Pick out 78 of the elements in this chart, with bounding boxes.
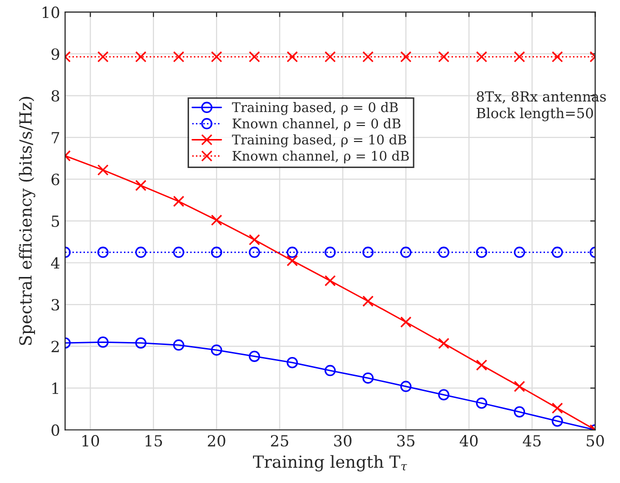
legend-label: Training based, ρ = 10 dB xyxy=(232,134,406,148)
point xyxy=(324,51,336,62)
point xyxy=(135,180,146,192)
y-tick-label: 3 xyxy=(52,298,60,311)
x-tick-label: 30 xyxy=(334,435,352,447)
point xyxy=(210,51,222,62)
x-tick-label: 10 xyxy=(82,435,100,447)
point xyxy=(324,246,336,258)
point xyxy=(97,51,109,62)
point xyxy=(135,51,146,62)
point xyxy=(552,246,563,258)
x-axis-title: Training length T$_{τ}$ xyxy=(252,455,408,472)
point xyxy=(248,51,260,62)
point xyxy=(210,214,222,226)
point xyxy=(400,316,412,328)
point xyxy=(514,246,526,258)
point xyxy=(400,51,412,62)
point xyxy=(173,196,184,207)
point xyxy=(286,246,298,258)
y-tick-label: 10 xyxy=(42,6,60,18)
point xyxy=(552,415,563,427)
legend-label: Known channel, ρ = 0 dB xyxy=(232,118,400,132)
point xyxy=(438,389,450,400)
y-tick-label: 5 xyxy=(52,216,60,227)
y-tick-label: 4 xyxy=(50,257,60,269)
y-tick-label: 6 xyxy=(52,174,60,186)
point xyxy=(552,402,563,414)
point xyxy=(400,380,412,392)
point xyxy=(362,296,374,307)
point xyxy=(135,337,146,349)
point xyxy=(173,339,184,351)
point xyxy=(438,246,450,258)
point xyxy=(362,372,374,384)
point xyxy=(210,344,222,356)
point xyxy=(438,51,450,62)
point xyxy=(324,364,336,376)
point xyxy=(514,406,526,418)
point xyxy=(173,246,184,258)
x-tick-label: 20 xyxy=(208,435,226,447)
point xyxy=(286,51,298,62)
y-axis-title: Spectral efficiency (bits/s/Hz) xyxy=(18,96,36,345)
point xyxy=(552,51,563,62)
x-tick-label: 45 xyxy=(522,435,541,447)
y-tick-label: 0 xyxy=(52,424,60,436)
y-tick-label: 9 xyxy=(51,48,60,60)
point xyxy=(248,234,260,246)
point xyxy=(97,336,109,348)
point xyxy=(135,246,146,258)
point xyxy=(97,164,109,176)
legend-label: Known channel, ρ = 10 dB xyxy=(232,150,409,164)
point xyxy=(438,338,450,350)
point xyxy=(97,246,109,258)
y-tick-label: 1 xyxy=(52,382,58,394)
point xyxy=(476,359,488,371)
point xyxy=(362,246,374,258)
y-tick-label: 8 xyxy=(52,90,60,102)
point xyxy=(248,350,260,362)
point xyxy=(514,51,526,62)
point xyxy=(286,356,298,368)
point xyxy=(286,255,298,266)
point xyxy=(324,275,336,286)
point xyxy=(362,51,374,62)
x-tick-label: 15 xyxy=(146,435,162,447)
x-tick-label: 35 xyxy=(397,435,414,447)
point xyxy=(476,246,488,258)
x-tick-label: 40 xyxy=(460,435,478,447)
point xyxy=(173,51,184,62)
point xyxy=(514,380,526,392)
point xyxy=(476,51,488,62)
point xyxy=(248,246,260,258)
point xyxy=(476,398,488,409)
x-tick-label: 50 xyxy=(586,435,604,447)
point xyxy=(400,246,412,258)
y-tick-label: 7 xyxy=(52,132,60,144)
point xyxy=(210,246,222,258)
legend-label: Training based, ρ = 0 dB xyxy=(232,102,398,115)
y-tick-label: 2 xyxy=(52,340,59,352)
x-tick-label: 25 xyxy=(270,435,288,447)
